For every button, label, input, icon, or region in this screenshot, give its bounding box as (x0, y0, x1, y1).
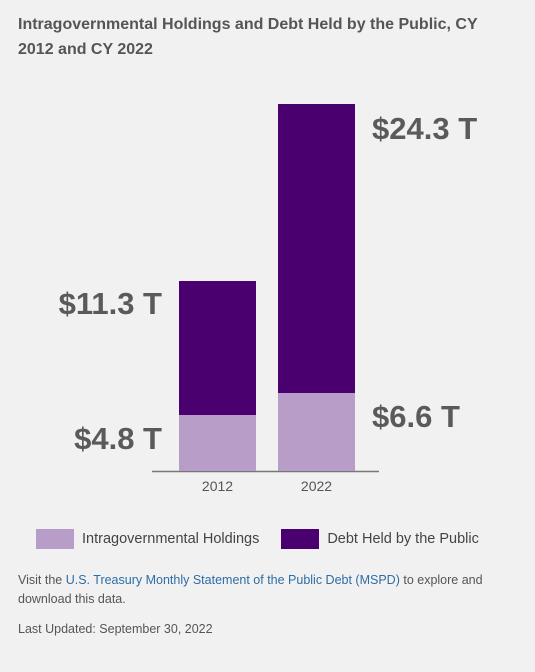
data-label-intragovernmental-2022: $6.6 T (372, 399, 460, 434)
legend-swatch-public (281, 529, 320, 549)
bar-public-2012 (179, 281, 256, 415)
stacked-bar-chart: 2012 2022 $4.8 T $11.3 T $6.6 T $24.3 T (59, 104, 477, 494)
legend-swatch-intragovernmental (36, 529, 74, 549)
x-tick-label-2012: 2012 (202, 478, 233, 494)
chart-title: Intragovernmental Holdings and Debt Held… (18, 16, 478, 58)
x-tick-label-2022: 2022 (301, 478, 332, 494)
bar-intragovernmental-2022 (278, 393, 355, 471)
footer-prefix: Visit the (18, 573, 66, 587)
data-label-intragovernmental-2012: $4.8 T (74, 421, 162, 456)
legend: Intragovernmental Holdings Debt Held by … (36, 529, 501, 549)
last-updated: Last Updated: September 30, 2022 (18, 622, 213, 636)
bar-intragovernmental-2012 (179, 415, 256, 471)
legend-item-public: Debt Held by the Public (281, 529, 479, 549)
bar-public-2022 (278, 104, 355, 393)
footer-suffix: to explore and download this data. (18, 573, 483, 606)
mspd-link[interactable]: U.S. Treasury Monthly Statement of the P… (65, 573, 400, 587)
data-label-public-2022: $24.3 T (372, 111, 477, 146)
data-label-public-2012: $11.3 T (59, 286, 162, 321)
legend-label-intragovernmental: Intragovernmental Holdings (82, 531, 260, 547)
legend-item-intragovernmental: Intragovernmental Holdings (36, 529, 259, 549)
footer-text: Visit the U.S. Treasury Monthly Statemen… (18, 571, 518, 609)
legend-label-public: Debt Held by the Public (327, 531, 479, 547)
